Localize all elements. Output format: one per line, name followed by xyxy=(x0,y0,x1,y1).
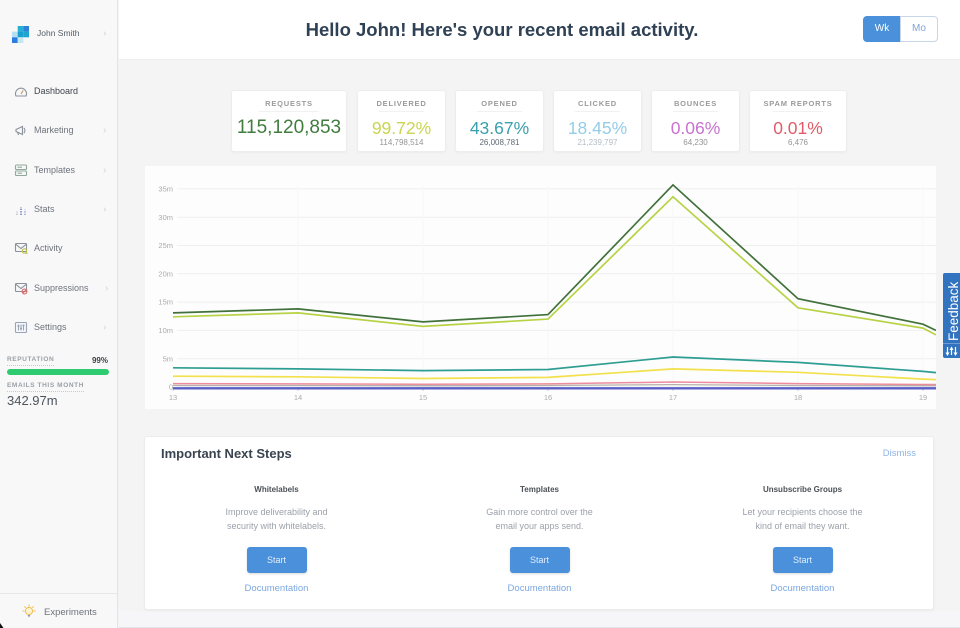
svg-text:0: 0 xyxy=(169,383,173,392)
svg-text:15: 15 xyxy=(419,393,427,402)
svg-text:14: 14 xyxy=(294,393,302,402)
svg-text:13: 13 xyxy=(169,393,177,402)
svg-text:15m: 15m xyxy=(158,298,173,307)
svg-text:19: 19 xyxy=(919,393,927,402)
svg-text:16: 16 xyxy=(544,393,552,402)
svg-text:17: 17 xyxy=(669,393,677,402)
svg-text:10m: 10m xyxy=(158,326,173,335)
svg-text:30m: 30m xyxy=(158,213,173,222)
svg-text:20m: 20m xyxy=(158,269,173,278)
svg-text:25m: 25m xyxy=(158,241,173,250)
svg-text:5m: 5m xyxy=(163,354,173,363)
svg-text:35m: 35m xyxy=(158,185,173,194)
svg-text:18: 18 xyxy=(794,393,802,402)
